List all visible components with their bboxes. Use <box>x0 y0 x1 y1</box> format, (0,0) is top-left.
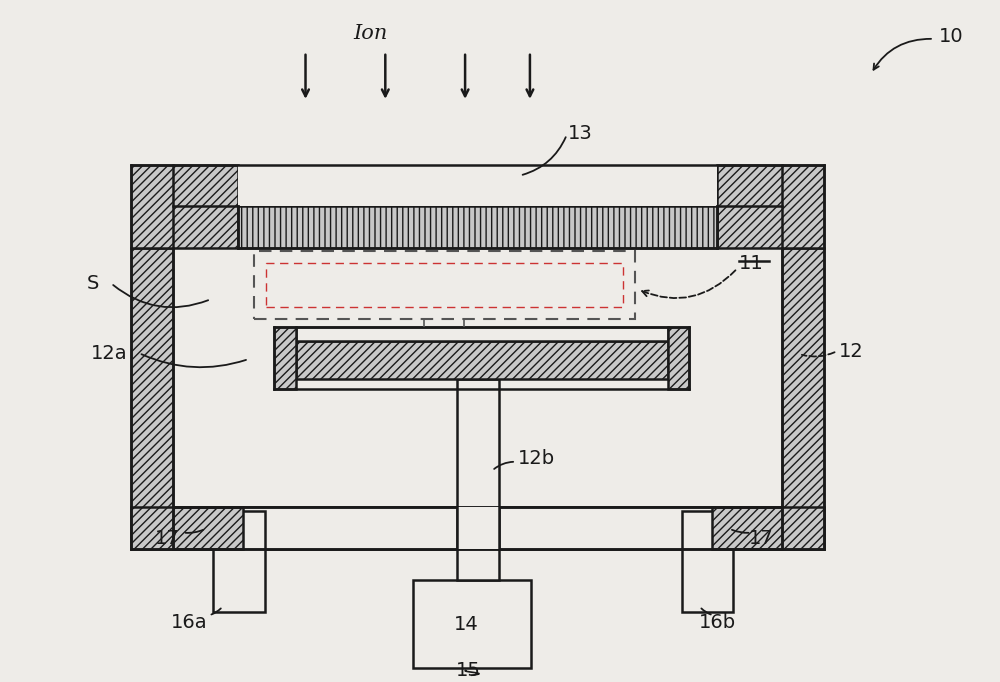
Text: S: S <box>87 273 99 293</box>
Bar <box>682 511 733 612</box>
Bar <box>717 164 824 248</box>
Text: 16b: 16b <box>699 613 736 632</box>
Bar <box>213 511 265 612</box>
Bar <box>274 327 296 389</box>
Text: 17: 17 <box>749 529 774 548</box>
Bar <box>131 507 824 548</box>
Text: 11: 11 <box>739 254 764 273</box>
Bar <box>782 248 824 548</box>
Bar <box>131 248 173 548</box>
Text: 15: 15 <box>456 661 481 680</box>
Text: 12: 12 <box>839 342 864 361</box>
Text: 12a: 12a <box>91 344 128 363</box>
Bar <box>173 507 243 548</box>
Bar <box>254 252 635 319</box>
Bar <box>296 341 668 379</box>
Text: 13: 13 <box>568 124 593 143</box>
Text: 14: 14 <box>454 615 478 634</box>
Text: Ion: Ion <box>353 25 388 44</box>
Bar <box>457 379 499 580</box>
Bar <box>173 507 782 548</box>
FancyArrowPatch shape <box>642 270 735 298</box>
Text: 12b: 12b <box>518 449 555 469</box>
Bar <box>668 327 689 389</box>
Bar <box>238 164 717 207</box>
Bar <box>266 263 623 307</box>
Bar <box>238 207 717 248</box>
Bar <box>131 164 238 248</box>
Bar <box>173 248 782 507</box>
Bar <box>413 580 531 668</box>
Text: 17: 17 <box>155 529 179 548</box>
Bar <box>457 507 499 548</box>
Bar <box>712 507 782 548</box>
Text: 16a: 16a <box>171 613 207 632</box>
Text: 10: 10 <box>939 27 963 46</box>
Bar <box>296 327 668 341</box>
